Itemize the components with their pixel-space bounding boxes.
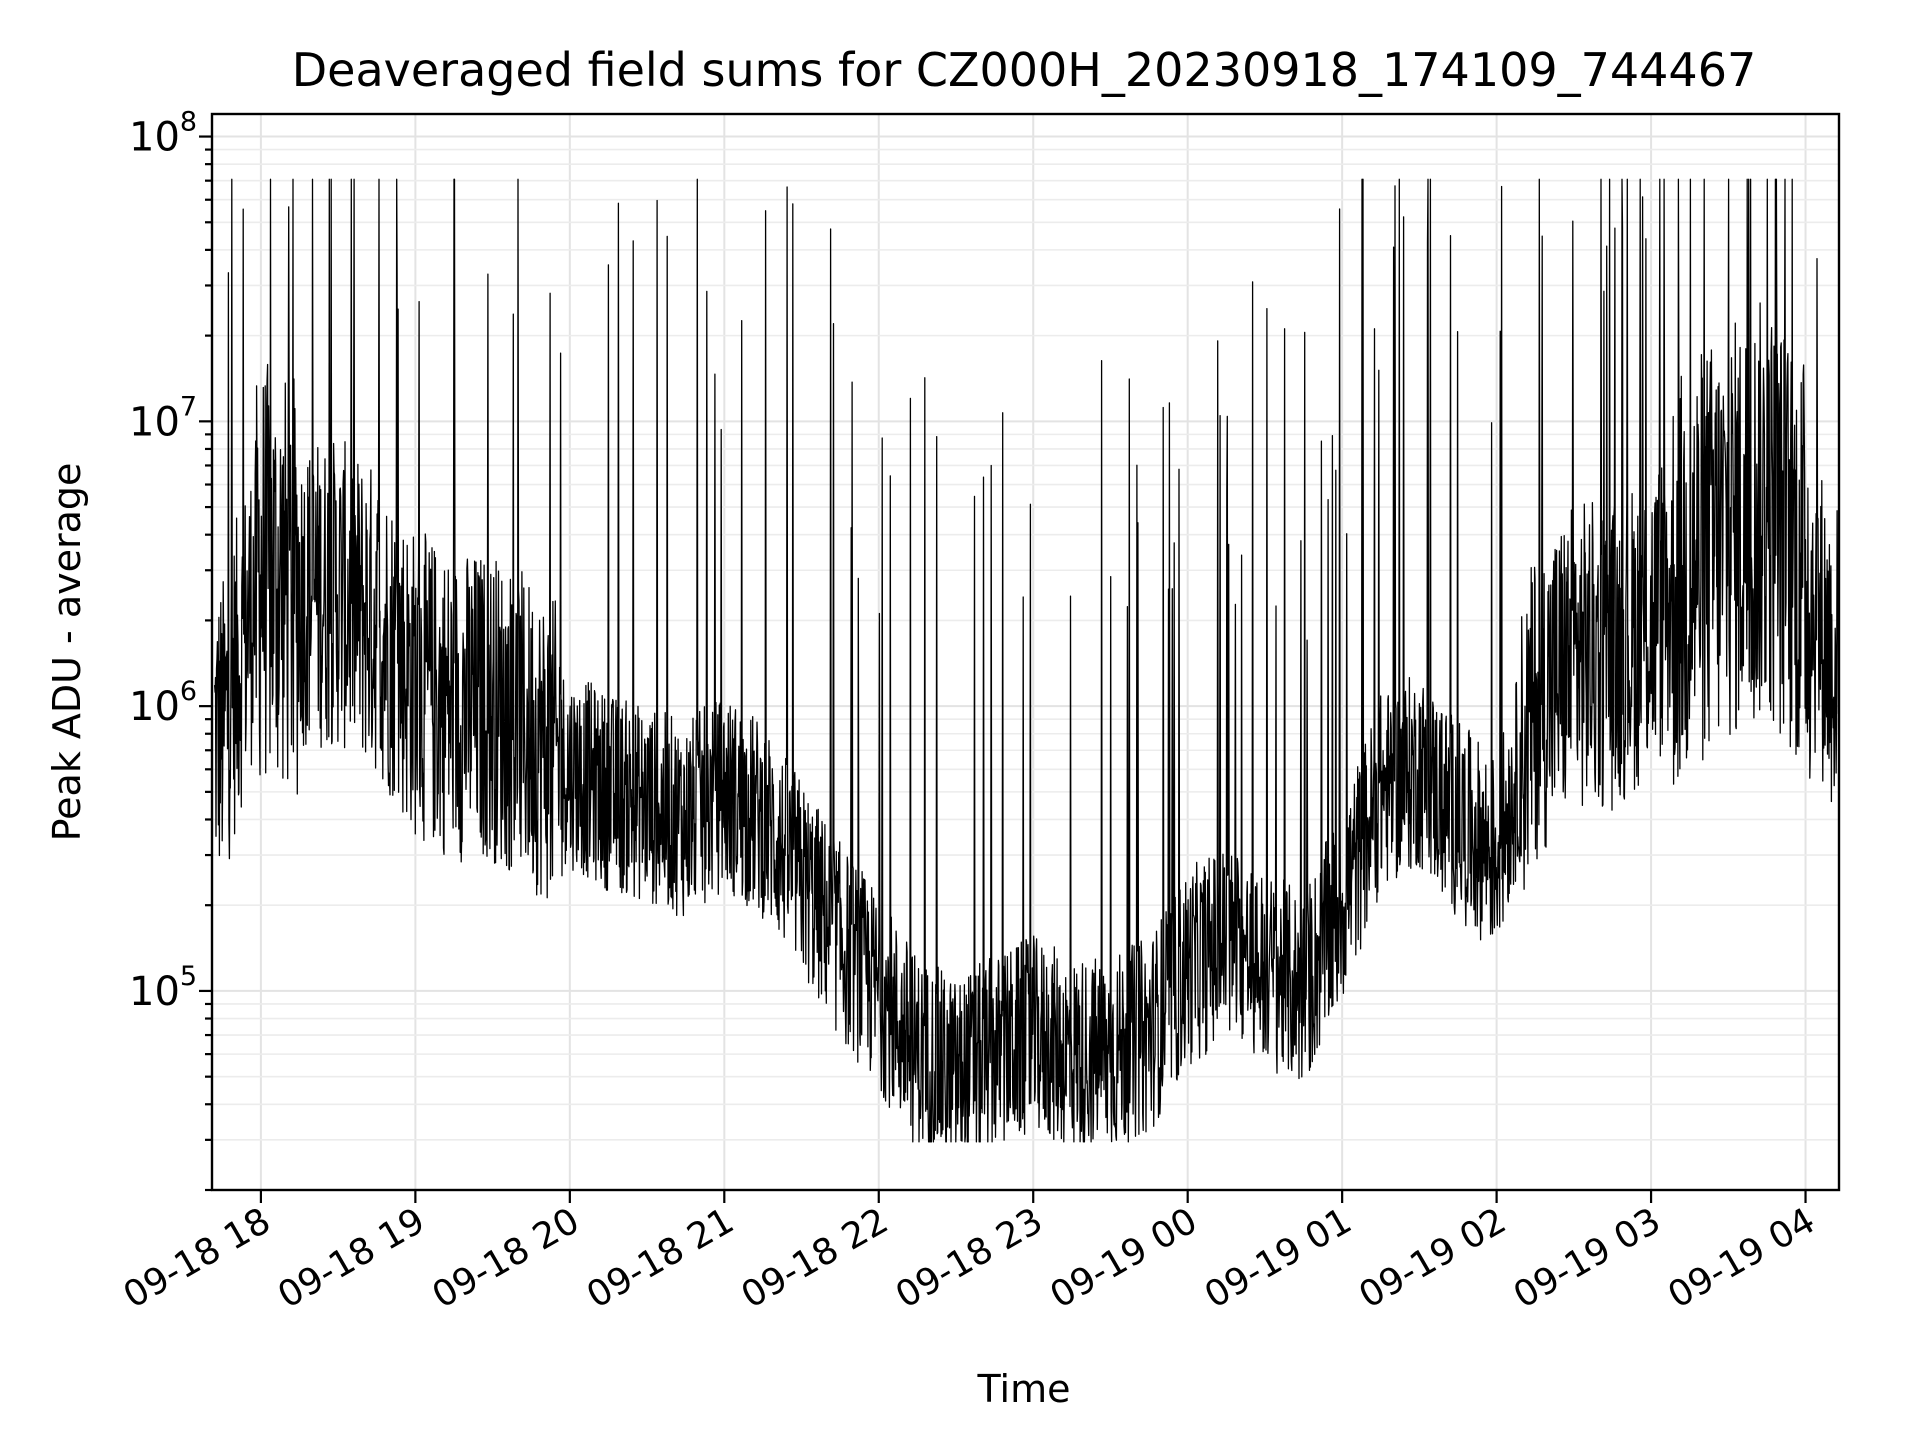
x-axis-label: Time: [977, 1367, 1071, 1411]
y-tick-label: 108: [129, 107, 197, 161]
x-tick-label: 09-19 04: [1661, 1200, 1822, 1316]
plot-frame: [210, 112, 1841, 1192]
x-tick-label: 09-18 23: [889, 1200, 1050, 1316]
x-tick-label: 09-19 02: [1352, 1200, 1513, 1316]
x-tick-label: 09-18 21: [580, 1200, 741, 1316]
y-axis-ticks: 105 106 107 108: [129, 107, 212, 1192]
x-tick-label: 09-18 20: [426, 1200, 587, 1316]
x-tick-label: 09-19 03: [1507, 1200, 1668, 1316]
x-tick-label: 09-19 00: [1044, 1200, 1205, 1316]
y-tick-label: 105: [129, 961, 197, 1015]
x-tick-label: 09-18 22: [735, 1200, 896, 1316]
y-tick-label: 107: [129, 391, 197, 445]
chart-title: Deaveraged field sums for CZ000H_2023091…: [292, 43, 1756, 97]
x-tick-label: 09-18 18: [117, 1200, 278, 1316]
x-tick-label: 09-19 01: [1198, 1200, 1359, 1316]
series-line: [213, 178, 1840, 1143]
x-tick-label: 09-18 19: [271, 1200, 432, 1316]
y-tick-label: 106: [129, 676, 197, 730]
y-axis-label: Peak ADU - average: [45, 463, 89, 842]
